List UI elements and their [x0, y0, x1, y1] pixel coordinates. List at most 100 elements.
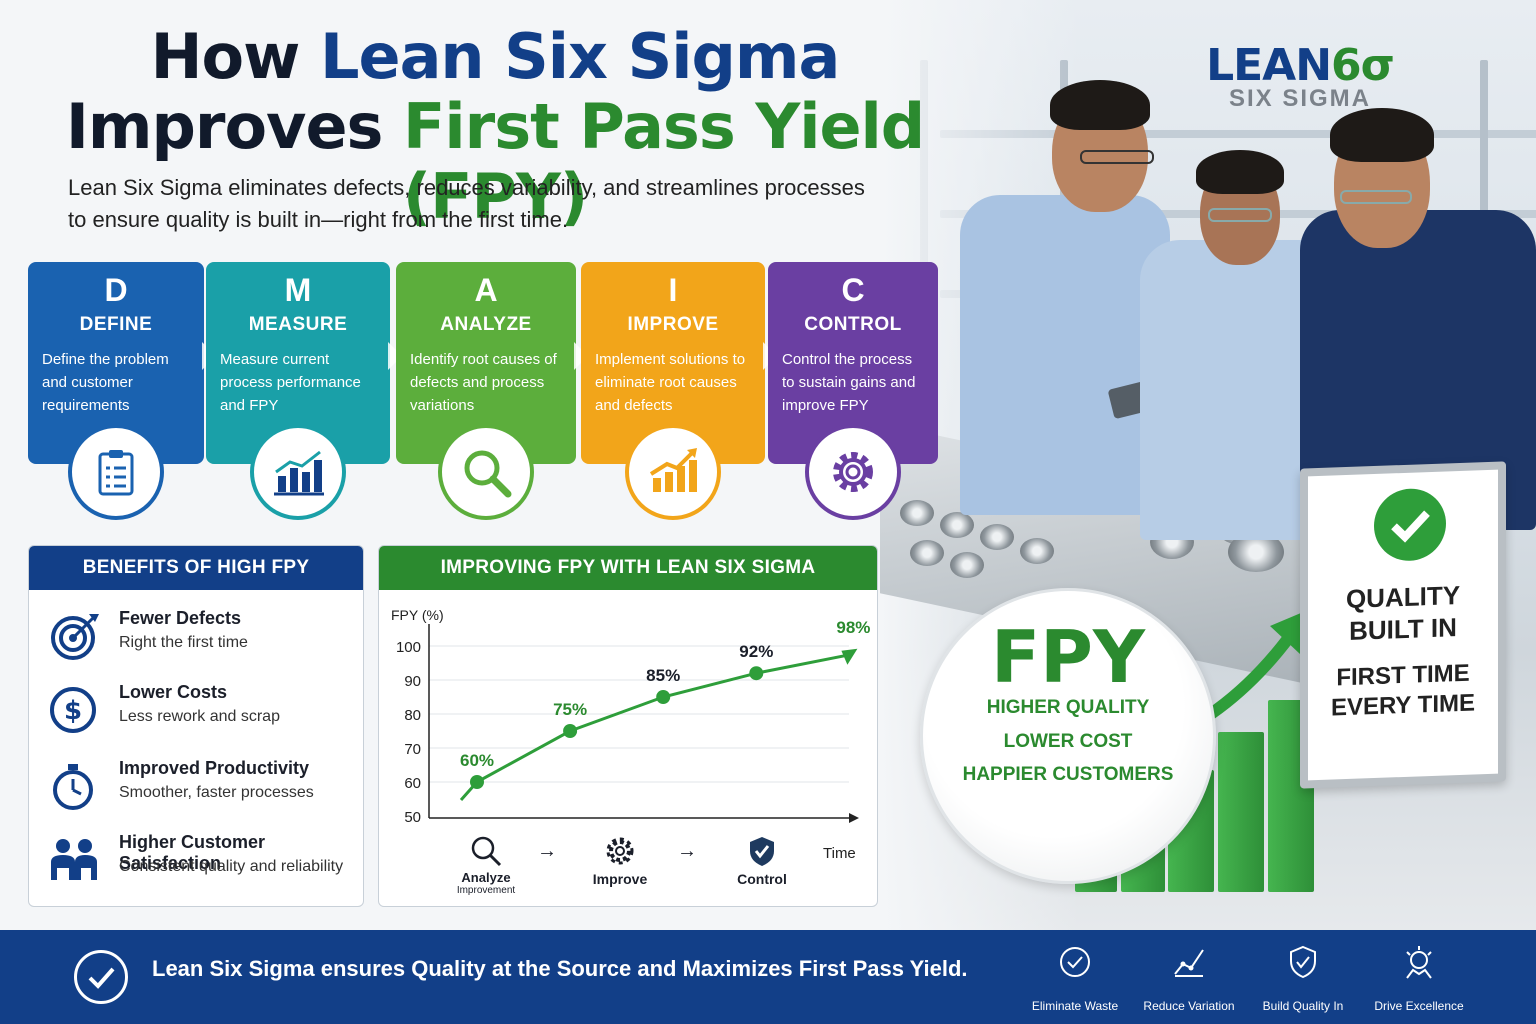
footer-item-build-quality: Build Quality In — [1248, 944, 1358, 1013]
magnifier-icon — [438, 424, 534, 520]
phase-arrow: → — [537, 840, 557, 862]
benefit-sub: Right the first time — [119, 634, 248, 651]
check-circle-icon — [74, 950, 128, 1004]
footer-banner: Lean Six Sigma ensures Quality at the So… — [0, 930, 1536, 1024]
step-letter: M — [284, 272, 312, 308]
step-description: Define the problem and customer requirem… — [42, 351, 169, 414]
svg-text:$: $ — [64, 696, 82, 726]
benefit-title: Fewer Defects — [119, 608, 242, 628]
step-letter: C — [841, 272, 865, 308]
subtitle: Lean Six Sigma eliminates defects, reduc… — [68, 172, 908, 236]
data-label: 85% — [646, 666, 680, 685]
step-description: Control the process to sustain gains and… — [782, 351, 916, 414]
benefit-sub: Consistent quality and reliability — [119, 858, 344, 875]
title-word-lss: Lean Six Sigma — [320, 20, 840, 93]
sign-line: BUILT IN — [1349, 612, 1457, 646]
step-letter: A — [474, 272, 498, 308]
benefit-sub: Less rework and scrap — [119, 708, 280, 725]
check-circle-icon — [1374, 487, 1446, 563]
benefit-lower-costs: $ Lower Costs Less rework and scrap — [47, 682, 363, 738]
excellence-icon — [1406, 946, 1432, 979]
logo-subtext: SIX SIGMA — [1228, 85, 1372, 112]
dmaic-steps: D DEFINE Define the problem and customer r… — [28, 262, 938, 520]
benefit-improved-productivity: Improved Productivity Smoother, faster p… — [47, 758, 363, 814]
data-label: 92% — [739, 642, 773, 661]
y-tick-label: 50 — [404, 809, 421, 826]
dmaic-step-measure: M MEASURE Measure current process performa… — [206, 262, 390, 520]
data-label: 98% — [836, 618, 870, 637]
fpy-line-chart: 100 90 80 70 60 50 FPY (%) Time 60% 75% 85% 92% 98% — [391, 607, 870, 862]
gear-icon — [805, 424, 901, 520]
fpy-badge: FPY HIGHER QUALITY LOWER COST HAPPIER CU… — [920, 588, 1216, 884]
magnifier-icon — [471, 836, 502, 867]
data-point — [470, 775, 484, 789]
dmaic-step-define: D DEFINE Define the problem and customer r… — [28, 262, 204, 520]
footer-item-eliminate-waste: Eliminate Waste — [1020, 944, 1130, 1013]
benefits-panel: BENEFITS OF HIGH FPY Fewer Defects Right… — [28, 545, 364, 907]
benefit-title: Lower Costs — [119, 682, 228, 702]
step-name: MEASURE — [248, 314, 348, 335]
series-arrowhead — [841, 648, 858, 665]
benefit-customer-satisfaction: Higher Customer Satisfaction Consistent … — [47, 832, 363, 888]
step-description: Identify root causes of defects and proc… — [410, 351, 557, 414]
footer-item-label: Build Quality In — [1262, 999, 1344, 1013]
sign-tagline: FIRST TIME EVERY TIME — [1308, 658, 1498, 725]
y-tick-label: 90 — [404, 673, 421, 690]
quality-shield-icon — [1290, 945, 1316, 979]
title-word-improves: Improves — [65, 90, 384, 163]
x-axis-label: Time — [823, 845, 856, 862]
page-title: How Lean Six Sigma Improves First Pass Y… — [60, 22, 930, 232]
variation-icon — [1174, 949, 1204, 977]
y-tick-label: 70 — [404, 741, 421, 758]
bar-chart-icon — [250, 424, 346, 520]
gear-icon — [606, 837, 634, 865]
dmaic-step-control: C CONTROL Control the process to sustain g… — [768, 262, 938, 520]
phase-improve: Improve — [575, 834, 665, 887]
footer-message: Lean Six Sigma ensures Quality at the So… — [152, 956, 968, 981]
logo-six-sigma-mark: 6σ — [1331, 40, 1395, 91]
phase-label: Control — [737, 871, 787, 887]
target-icon — [51, 614, 99, 660]
y-tick-label: 80 — [404, 707, 421, 724]
phase-analyze: Analyze Improvement — [441, 834, 531, 896]
footer-item-label: Eliminate Waste — [1031, 999, 1119, 1013]
fpy-badge-line-1: HIGHER QUALITY — [986, 697, 1150, 718]
benefits-header: BENEFITS OF HIGH FPY — [29, 546, 363, 590]
benefit-sub: Smoother, faster processes — [119, 784, 314, 801]
footer-item-label: Reduce Variation — [1143, 999, 1235, 1013]
subtitle-line-1: Lean Six Sigma eliminates defects, reduc… — [68, 175, 865, 200]
step-letter: D — [104, 272, 128, 308]
phase-sublabel: Improvement — [456, 885, 516, 896]
benefit-fewer-defects: Fewer Defects Right the first time — [47, 608, 363, 664]
data-point — [563, 724, 578, 738]
y-tick-label: 100 — [396, 639, 421, 656]
x-axis-arrow — [849, 813, 859, 823]
step-name: ANALYZE — [440, 314, 532, 335]
data-point — [749, 666, 764, 681]
step-description: Measure current process performance and … — [220, 351, 361, 414]
step-name: DEFINE — [79, 314, 153, 335]
y-tick-label: 60 — [404, 775, 421, 792]
step-name: IMPROVE — [627, 314, 719, 335]
data-label: 75% — [553, 700, 587, 719]
quality-sign: QUALITY BUILT IN FIRST TIME EVERY TIME — [1300, 461, 1506, 789]
data-point — [656, 690, 671, 704]
chart-header: IMPROVING FPY WITH LEAN SIX SIGMA — [379, 546, 877, 590]
fpy-badge-line-3: HAPPIER CUSTOMERS — [962, 764, 1174, 785]
phase-label: Improve — [592, 871, 648, 887]
shield-check-icon — [750, 837, 774, 866]
dmaic-step-improve: I IMPROVE Implement solutions to eliminate… — [581, 262, 765, 520]
waste-icon — [1060, 947, 1090, 977]
benefit-title: Improved Productivity — [119, 758, 310, 778]
y-axis-label: FPY (%) — [391, 607, 444, 623]
dmaic-step-analyze: A ANALYZE Identify root causes of defects … — [396, 262, 576, 520]
sign-line: EVERY TIME — [1330, 689, 1476, 722]
footer-item-label: Drive Excellence — [1374, 999, 1464, 1013]
phase-arrow: → — [677, 840, 697, 862]
logo-lean: LEAN — [1206, 40, 1332, 91]
step-description: Implement solutions to eliminate root ca… — [595, 351, 746, 414]
lean-six-sigma-logo: LEAN6σ SIX SIGMA — [1180, 40, 1420, 113]
phase-label: Analyze — [461, 870, 511, 885]
fpy-badge-title: FPY — [990, 615, 1146, 699]
data-label: 60% — [460, 751, 494, 770]
